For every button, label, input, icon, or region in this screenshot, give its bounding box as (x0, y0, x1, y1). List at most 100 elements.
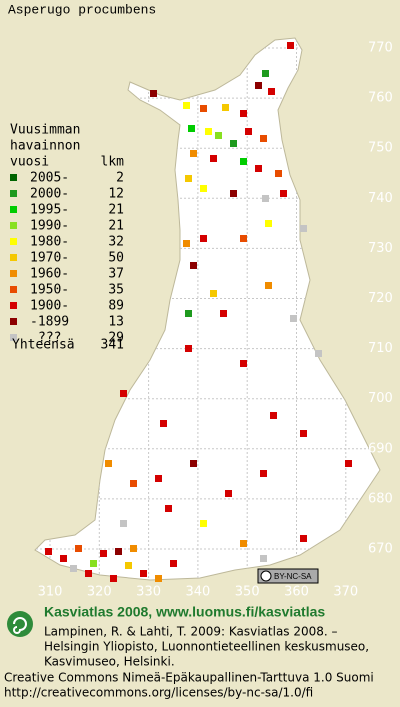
legend-heading: havainnon (10, 139, 80, 154)
x-axis-label: 330 (136, 585, 161, 600)
y-axis-label: 740 (368, 191, 393, 206)
x-axis-label: 370 (333, 585, 358, 600)
observation-square (125, 562, 132, 569)
observation-square (240, 110, 247, 117)
y-axis-label: 750 (368, 141, 393, 156)
y-axis-label: 760 (368, 91, 393, 106)
observation-square (240, 360, 247, 367)
y-axis-label: 720 (368, 291, 393, 306)
observation-square (262, 70, 269, 77)
observation-square (190, 262, 197, 269)
citation: Helsingin Yliopisto, Luonnontieteellinen… (44, 640, 369, 654)
observation-square (105, 460, 112, 467)
y-axis-label: 690 (368, 441, 393, 456)
citation: Kasvimuseo, Helsinki. (44, 655, 175, 669)
observation-square (170, 560, 177, 567)
x-axis-label: 350 (235, 585, 260, 600)
observation-square (215, 132, 222, 139)
citation: Lampinen, R. & Lahti, T. 2009: Kasviatla… (44, 625, 338, 639)
observation-square (300, 430, 307, 437)
finland-outline (34, 37, 381, 581)
y-axis-label: 680 (368, 491, 393, 506)
legend-count: 35 (108, 283, 124, 298)
legend-count: 32 (108, 235, 124, 250)
legend-swatch (10, 254, 17, 261)
legend-count: 21 (108, 219, 124, 234)
legend-label: 1990- (30, 219, 69, 234)
legend-label: 1980- (30, 235, 69, 250)
observation-square (75, 545, 82, 552)
observation-square (210, 155, 217, 162)
y-axis-label: 700 (368, 391, 393, 406)
observation-square (115, 548, 122, 555)
observation-square (200, 520, 207, 527)
legend-swatch (10, 286, 17, 293)
observation-square (255, 165, 262, 172)
legend-label: 1970- (30, 251, 69, 266)
x-axis-label: 340 (185, 585, 210, 600)
legend-swatch (10, 302, 17, 309)
y-axis-label: 770 (368, 41, 393, 56)
observation-square (225, 490, 232, 497)
observation-square (120, 520, 127, 527)
legend-label: -1899 (30, 315, 69, 330)
badge-text: BY-NC-SA (274, 572, 312, 581)
x-axis-label: 320 (87, 585, 112, 600)
observation-square (270, 412, 277, 419)
observation-square (222, 104, 229, 111)
observations (45, 42, 352, 582)
axes: 310 320 330 340 350 360 370 770 760 750 740 730 720 7… (38, 41, 393, 600)
x-axis-label: 360 (284, 585, 309, 600)
badge-box (257, 568, 319, 584)
observation-square (165, 505, 172, 512)
legend-label: 1995- (30, 203, 69, 218)
legend-heading: vuosi (10, 155, 49, 170)
legend-swatch (10, 222, 17, 229)
observation-square (185, 345, 192, 352)
observation-square (260, 135, 267, 142)
observation-square (70, 565, 77, 572)
legend-count: 50 (108, 251, 124, 266)
observation-square (85, 570, 92, 577)
y-axis-label: 670 (368, 542, 393, 557)
x-axis-label: 310 (38, 585, 63, 600)
legend-total-label: Yhteensä (12, 338, 75, 353)
observation-square (240, 235, 247, 242)
legend-label: 1950- (30, 283, 69, 298)
logo-circle (7, 611, 33, 637)
legend-swatch (10, 270, 17, 277)
license: http://creativecommons.org/licenses/by-n… (4, 686, 313, 700)
observation-square (315, 350, 322, 357)
legend-swatch (10, 206, 17, 213)
logo (7, 611, 33, 637)
legend-swatch (10, 318, 17, 325)
observation-square (287, 42, 294, 49)
observation-square (290, 315, 297, 322)
legend-swatch (10, 334, 17, 341)
observation-square (140, 570, 147, 577)
observation-square (210, 290, 217, 297)
observation-square (185, 310, 192, 317)
brand: Kasviatlas 2008, www.luomus.fi/kasviatla… (44, 604, 325, 620)
legend-count: 37 (108, 267, 124, 282)
observation-square (245, 128, 252, 135)
observation-square (260, 555, 267, 562)
observation-square (155, 475, 162, 482)
legend-count: 29 (108, 331, 124, 346)
title: Asperugo procumbens (8, 2, 156, 17)
legend-label: 1900- (30, 299, 69, 314)
legend-swatch (10, 238, 17, 245)
logo-spiral (13, 617, 27, 634)
observation-square (45, 548, 52, 555)
observation-square (150, 90, 157, 97)
observation-square (255, 82, 262, 89)
legend-swatch (10, 190, 17, 197)
legend-count: 12 (108, 187, 124, 202)
legend-label: 2000- (30, 187, 69, 202)
observation-square (183, 102, 190, 109)
observation-square (190, 460, 197, 467)
observation-square (60, 555, 67, 562)
cc-icon (260, 570, 272, 582)
